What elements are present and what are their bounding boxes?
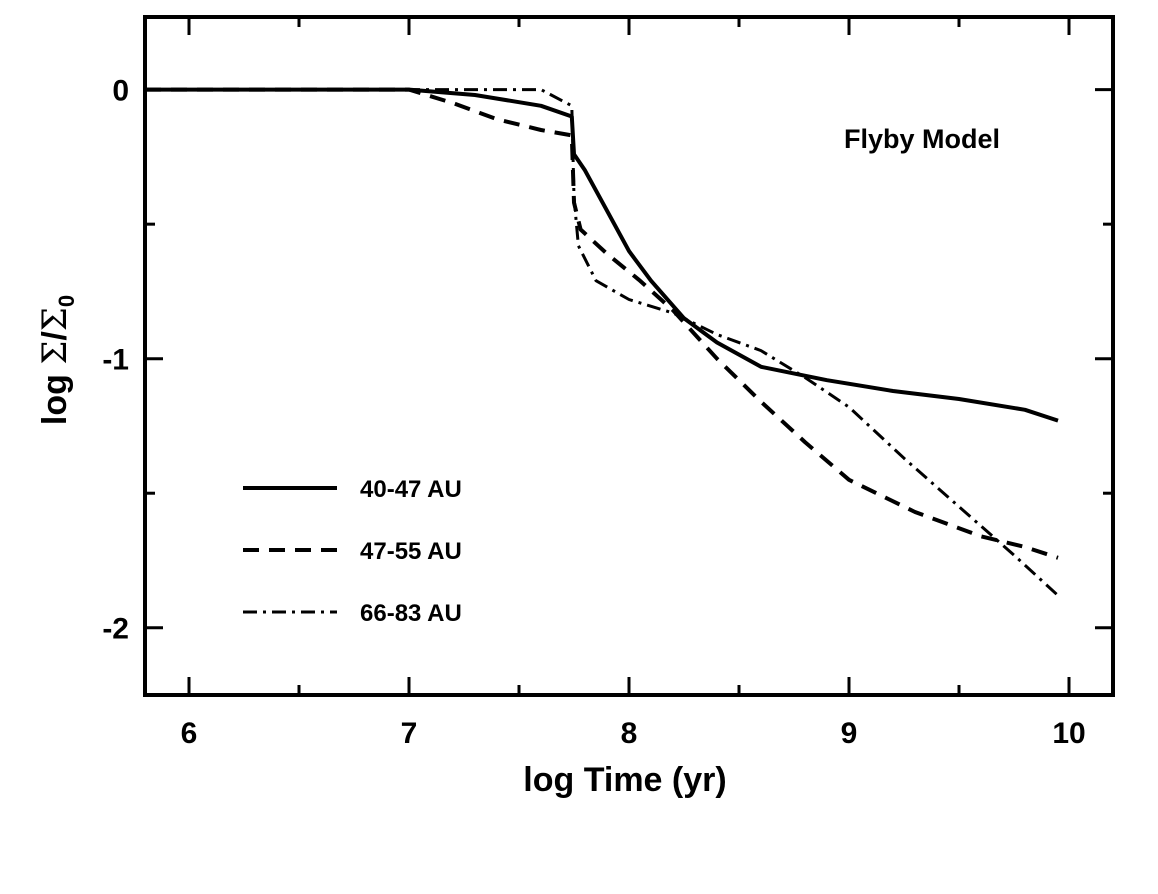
x-axis-title: log Time (yr) [523, 761, 726, 799]
y-tick-label: -2 [102, 613, 129, 646]
flyby-model-annotation: Flyby Model [844, 124, 1000, 154]
y-tick-label: -1 [102, 344, 129, 377]
y-axis-title-slash: / [36, 331, 74, 341]
data-series [145, 87, 1060, 597]
series-line-66-83-au [145, 88, 1060, 597]
y-axis-title-sigma: Σ [35, 341, 75, 365]
legend-label-47-55: 47-55 AU [360, 538, 462, 565]
series-line-40-47-au [145, 87, 1059, 423]
x-tick-label: 10 [1052, 717, 1085, 750]
x-tick-label: 6 [181, 717, 198, 750]
x-tick-label: 8 [621, 717, 638, 750]
y-axis-title-prefix: log [36, 365, 74, 425]
y-axis-title-sigma-denominator: Σ [35, 307, 75, 331]
series-line-47-55-au [145, 87, 1059, 560]
plot-area-frame [143, 15, 1115, 697]
y-tick-label: 0 [112, 75, 129, 108]
x-tick-label: 7 [401, 717, 418, 750]
x-tick-label: 9 [841, 717, 858, 750]
axis-tick-labels: 6 7 8 9 10 0 -1 -2 [102, 75, 1085, 750]
y-axis-title: log Σ/Σ0 [35, 295, 79, 425]
axis-ticks [145, 17, 1113, 695]
legend-label-40-47: 40-47 AU [360, 476, 462, 503]
legend: 40-47 AU 47-55 AU 66-83 AU [243, 476, 462, 627]
legend-label-66-83: 66-83 AU [360, 600, 462, 627]
y-axis-title-subscript: 0 [54, 295, 79, 307]
